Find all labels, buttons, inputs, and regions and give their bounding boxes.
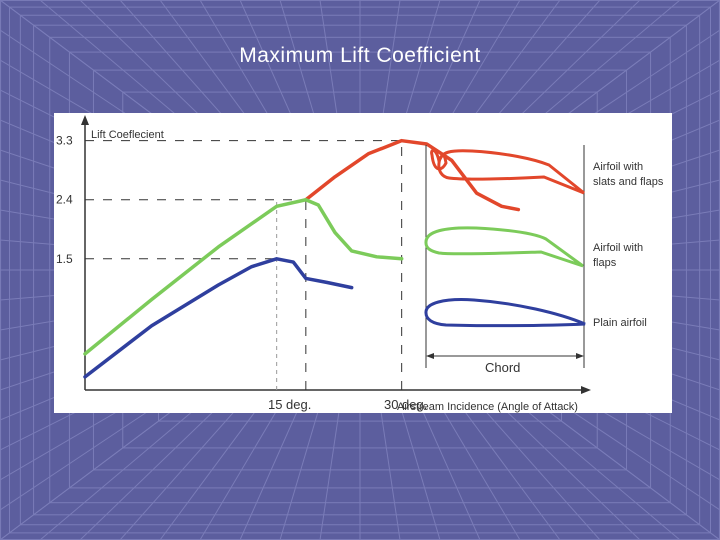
series-line-blue [83,257,354,379]
label-flaps-line1: Airfoil with [593,242,643,254]
figure-panel: Lift Coeflecient Airstream Incidence (An… [54,113,672,413]
x-tick-label: 30 deg. [384,397,427,412]
x-axis-label: Airstream Incidence (Angle of Attack) [397,401,578,413]
series-line-red [304,138,521,212]
chord-arrow-left [426,353,434,359]
x-tick-label: 15 deg. [268,397,311,412]
label-flaps-line2: flaps [593,257,617,269]
airfoil-flaps [424,226,584,268]
y-axis-arrow [81,115,89,125]
label-slats-flaps-line1: Airfoil with [593,161,643,173]
airfoil-slats-flaps [437,149,585,195]
lift-chart: Lift Coeflecient Airstream Incidence (An… [56,115,664,413]
slide-title: Maximum Lift Coefficient [239,44,481,67]
x-axis-arrow [581,386,591,394]
airfoil-plain [424,298,586,328]
label-slats-flaps-line2: slats and flaps [593,176,664,188]
airfoil-diagram: Chord Airfoil with slats and flaps Airfo… [424,145,664,375]
label-plain-airfoil: Plain airfoil [593,317,647,329]
chord-label: Chord [485,360,520,375]
y-tick-label: 1.5 [56,252,73,266]
series-line-green [83,197,404,356]
chord-arrow-right [576,353,584,359]
y-axis-label: Lift Coeflecient [91,129,164,141]
y-tick-label: 2.4 [56,193,73,207]
y-tick-label: 3.3 [56,134,73,148]
